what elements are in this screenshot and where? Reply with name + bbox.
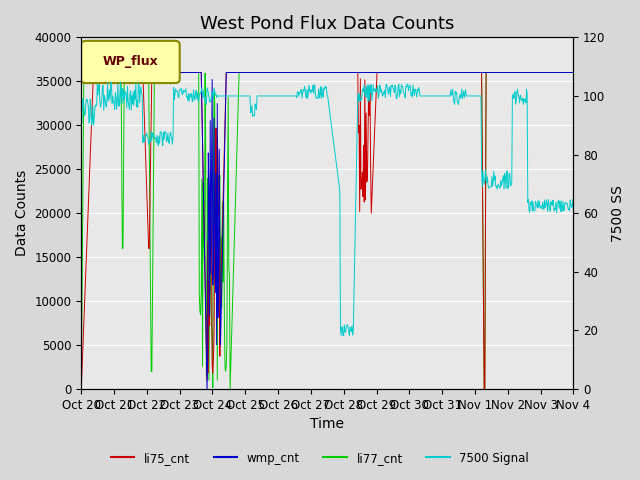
Text: WP_flux: WP_flux xyxy=(102,55,158,68)
Y-axis label: Data Counts: Data Counts xyxy=(15,170,29,256)
FancyBboxPatch shape xyxy=(81,41,180,83)
X-axis label: Time: Time xyxy=(310,418,344,432)
Y-axis label: 7500 SS: 7500 SS xyxy=(611,185,625,241)
Title: West Pond Flux Data Counts: West Pond Flux Data Counts xyxy=(200,15,454,33)
Legend: li75_cnt, wmp_cnt, li77_cnt, 7500 Signal: li75_cnt, wmp_cnt, li77_cnt, 7500 Signal xyxy=(106,447,534,469)
